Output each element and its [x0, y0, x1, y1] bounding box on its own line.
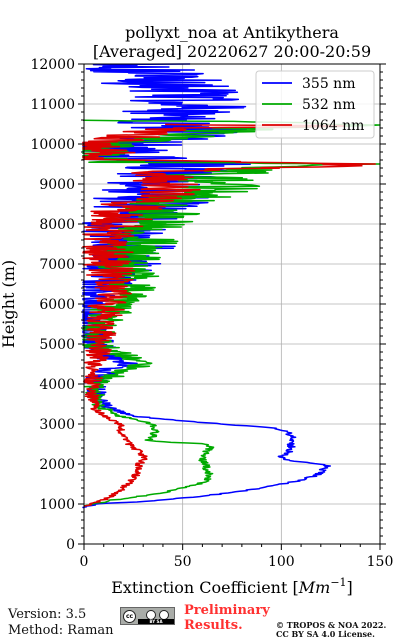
- chart-title: pollyxt_noa at Antikythera: [125, 23, 339, 42]
- x-tick-label: 150: [367, 554, 394, 570]
- y-axis-label: Height (m): [0, 260, 18, 348]
- cc-license-badge[interactable]: cc BY SA: [120, 607, 175, 625]
- y-tick-label: 12000: [30, 57, 75, 73]
- y-tick-label: 4000: [39, 377, 75, 393]
- x-tick-label: 100: [268, 554, 295, 570]
- tick-labels: 0100020003000400050006000700080009000100…: [30, 57, 393, 570]
- legend-box: [255, 70, 375, 139]
- series-lines: [82, 63, 381, 509]
- y-tick-label: 10000: [30, 137, 75, 153]
- x-axis-label-close: ]: [347, 578, 353, 597]
- x-tick-label: 0: [80, 554, 89, 570]
- y-tick-label: 7000: [39, 257, 75, 273]
- y-tick-label: 2000: [39, 457, 75, 473]
- y-tick-label: 3000: [39, 417, 75, 433]
- license-text: CC BY SA 4.0 License.: [276, 629, 375, 639]
- cc-icon: cc: [123, 610, 136, 623]
- cc-badge-strip-text: BY SA: [149, 619, 163, 624]
- legend-label: 1064 nm: [302, 118, 364, 134]
- x-axis-label-text: Extinction Coefficient [: [111, 578, 299, 597]
- legend-label: 355 nm: [302, 76, 355, 92]
- y-tick-label: 5000: [39, 337, 75, 353]
- x-axis-label-exponent: −1: [330, 576, 346, 589]
- y-tick-label: 8000: [39, 217, 75, 233]
- series-line: [82, 119, 381, 507]
- y-tick-label: 9000: [39, 177, 75, 193]
- series-line: [82, 123, 377, 507]
- y-tick-label: 0: [66, 537, 75, 553]
- legend: 355 nm 532 nm 1064 nm: [255, 70, 375, 139]
- y-tick-label: 1000: [39, 497, 75, 513]
- x-axis-label: Extinction Coefficient [Mm−1]: [111, 576, 353, 597]
- y-tick-label: 6000: [39, 297, 75, 313]
- version-text: Version: 3.5: [8, 607, 87, 622]
- y-tick-label: 11000: [30, 97, 75, 113]
- chart-subtitle: [Averaged] 20220627 20:00-20:59: [93, 42, 371, 61]
- legend-label: 532 nm: [302, 97, 355, 113]
- method-text: Method: Raman: [8, 623, 114, 638]
- x-tick-label: 50: [174, 554, 192, 570]
- preliminary-label: Preliminary: [184, 603, 270, 618]
- copyright-text: © TROPOS & NOA 2022.: [276, 620, 387, 630]
- x-axis-label-unit: Mm: [298, 578, 331, 597]
- cc-badge-strip: BY SA: [138, 619, 174, 624]
- results-label: Results.: [184, 618, 243, 633]
- tick-marks: [78, 63, 386, 550]
